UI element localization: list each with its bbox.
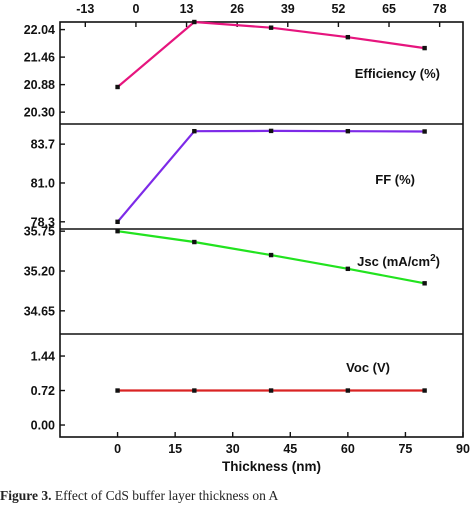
x-axis-tick-label: 15 bbox=[168, 442, 182, 456]
top-axis-tick-label: 78 bbox=[433, 2, 447, 16]
y-axis-tick-label: 20.30 bbox=[24, 106, 55, 120]
data-point bbox=[192, 239, 197, 245]
data-point bbox=[345, 34, 351, 40]
top-axis-tick-label: 52 bbox=[331, 2, 345, 16]
data-point bbox=[115, 228, 120, 234]
y-axis-tick-label: 20.88 bbox=[24, 78, 55, 92]
y-axis-tick-label: 83.7 bbox=[31, 138, 55, 152]
y-axis-tick-label: 81.0 bbox=[31, 176, 55, 190]
data-point bbox=[115, 84, 120, 90]
data-point bbox=[268, 388, 274, 393]
data-point bbox=[192, 388, 197, 393]
x-axis-tick-label: 60 bbox=[341, 442, 355, 456]
top-axis-tick-label: 0 bbox=[132, 2, 139, 16]
y-axis-tick-label: 34.65 bbox=[24, 304, 55, 318]
figure-caption: Figure 3. Effect of CdS buffer layer thi… bbox=[0, 488, 474, 506]
x-axis-tick-label: 30 bbox=[226, 442, 240, 456]
top-axis-tick-label: -13 bbox=[76, 2, 94, 16]
y-axis-tick-label: 0.72 bbox=[31, 384, 55, 398]
y-axis-tick-label: 21.46 bbox=[24, 51, 55, 65]
data-point bbox=[345, 388, 351, 393]
data-point bbox=[422, 281, 427, 286]
data-point bbox=[268, 25, 274, 30]
data-point bbox=[115, 388, 120, 393]
y-axis-tick-label: 35.75 bbox=[24, 225, 55, 239]
caption-text: Effect of CdS buffer layer thickness on … bbox=[51, 488, 279, 503]
x-axis-tick-label: 45 bbox=[283, 442, 297, 456]
data-point bbox=[192, 128, 197, 134]
x-axis-tick-label: 0 bbox=[114, 442, 121, 456]
top-axis-tick-label: 26 bbox=[230, 2, 244, 16]
y-axis-tick-label: 1.44 bbox=[31, 350, 55, 364]
data-point bbox=[345, 128, 351, 134]
y-axis-tick-label: 22.04 bbox=[24, 23, 55, 37]
data-point bbox=[115, 219, 120, 225]
top-axis-tick-label: 65 bbox=[382, 2, 396, 16]
data-point bbox=[192, 19, 197, 25]
x-axis-tick-label: 90 bbox=[456, 442, 470, 456]
data-point bbox=[422, 129, 427, 134]
data-point bbox=[422, 45, 427, 51]
caption-prefix: Figure 3. bbox=[0, 488, 52, 503]
top-axis-tick-label: 39 bbox=[281, 2, 295, 16]
data-point bbox=[268, 252, 274, 258]
y-axis-tick-label: 35.20 bbox=[24, 265, 55, 279]
panel-label: Jsc (mA/cm2) bbox=[357, 253, 440, 269]
x-axis-tick-label: 75 bbox=[398, 442, 412, 456]
y-axis-tick-label: 78.3 bbox=[31, 215, 55, 229]
data-point bbox=[422, 388, 427, 393]
data-point bbox=[345, 266, 351, 272]
panel-label: FF (%) bbox=[375, 172, 415, 187]
top-axis-tick-label: 13 bbox=[180, 2, 194, 16]
panel-label: Voc (V) bbox=[346, 360, 390, 375]
panel-label: Efficiency (%) bbox=[355, 66, 440, 81]
y-axis-tick-label: 0.00 bbox=[31, 419, 55, 433]
chart-figure: -13 0 13 26 39 52 65 78 0 15 30 45 60 75 90 Thickness (… bbox=[24, 2, 470, 474]
data-point bbox=[268, 128, 274, 134]
x-axis-title: Thickness (nm) bbox=[222, 459, 321, 474]
